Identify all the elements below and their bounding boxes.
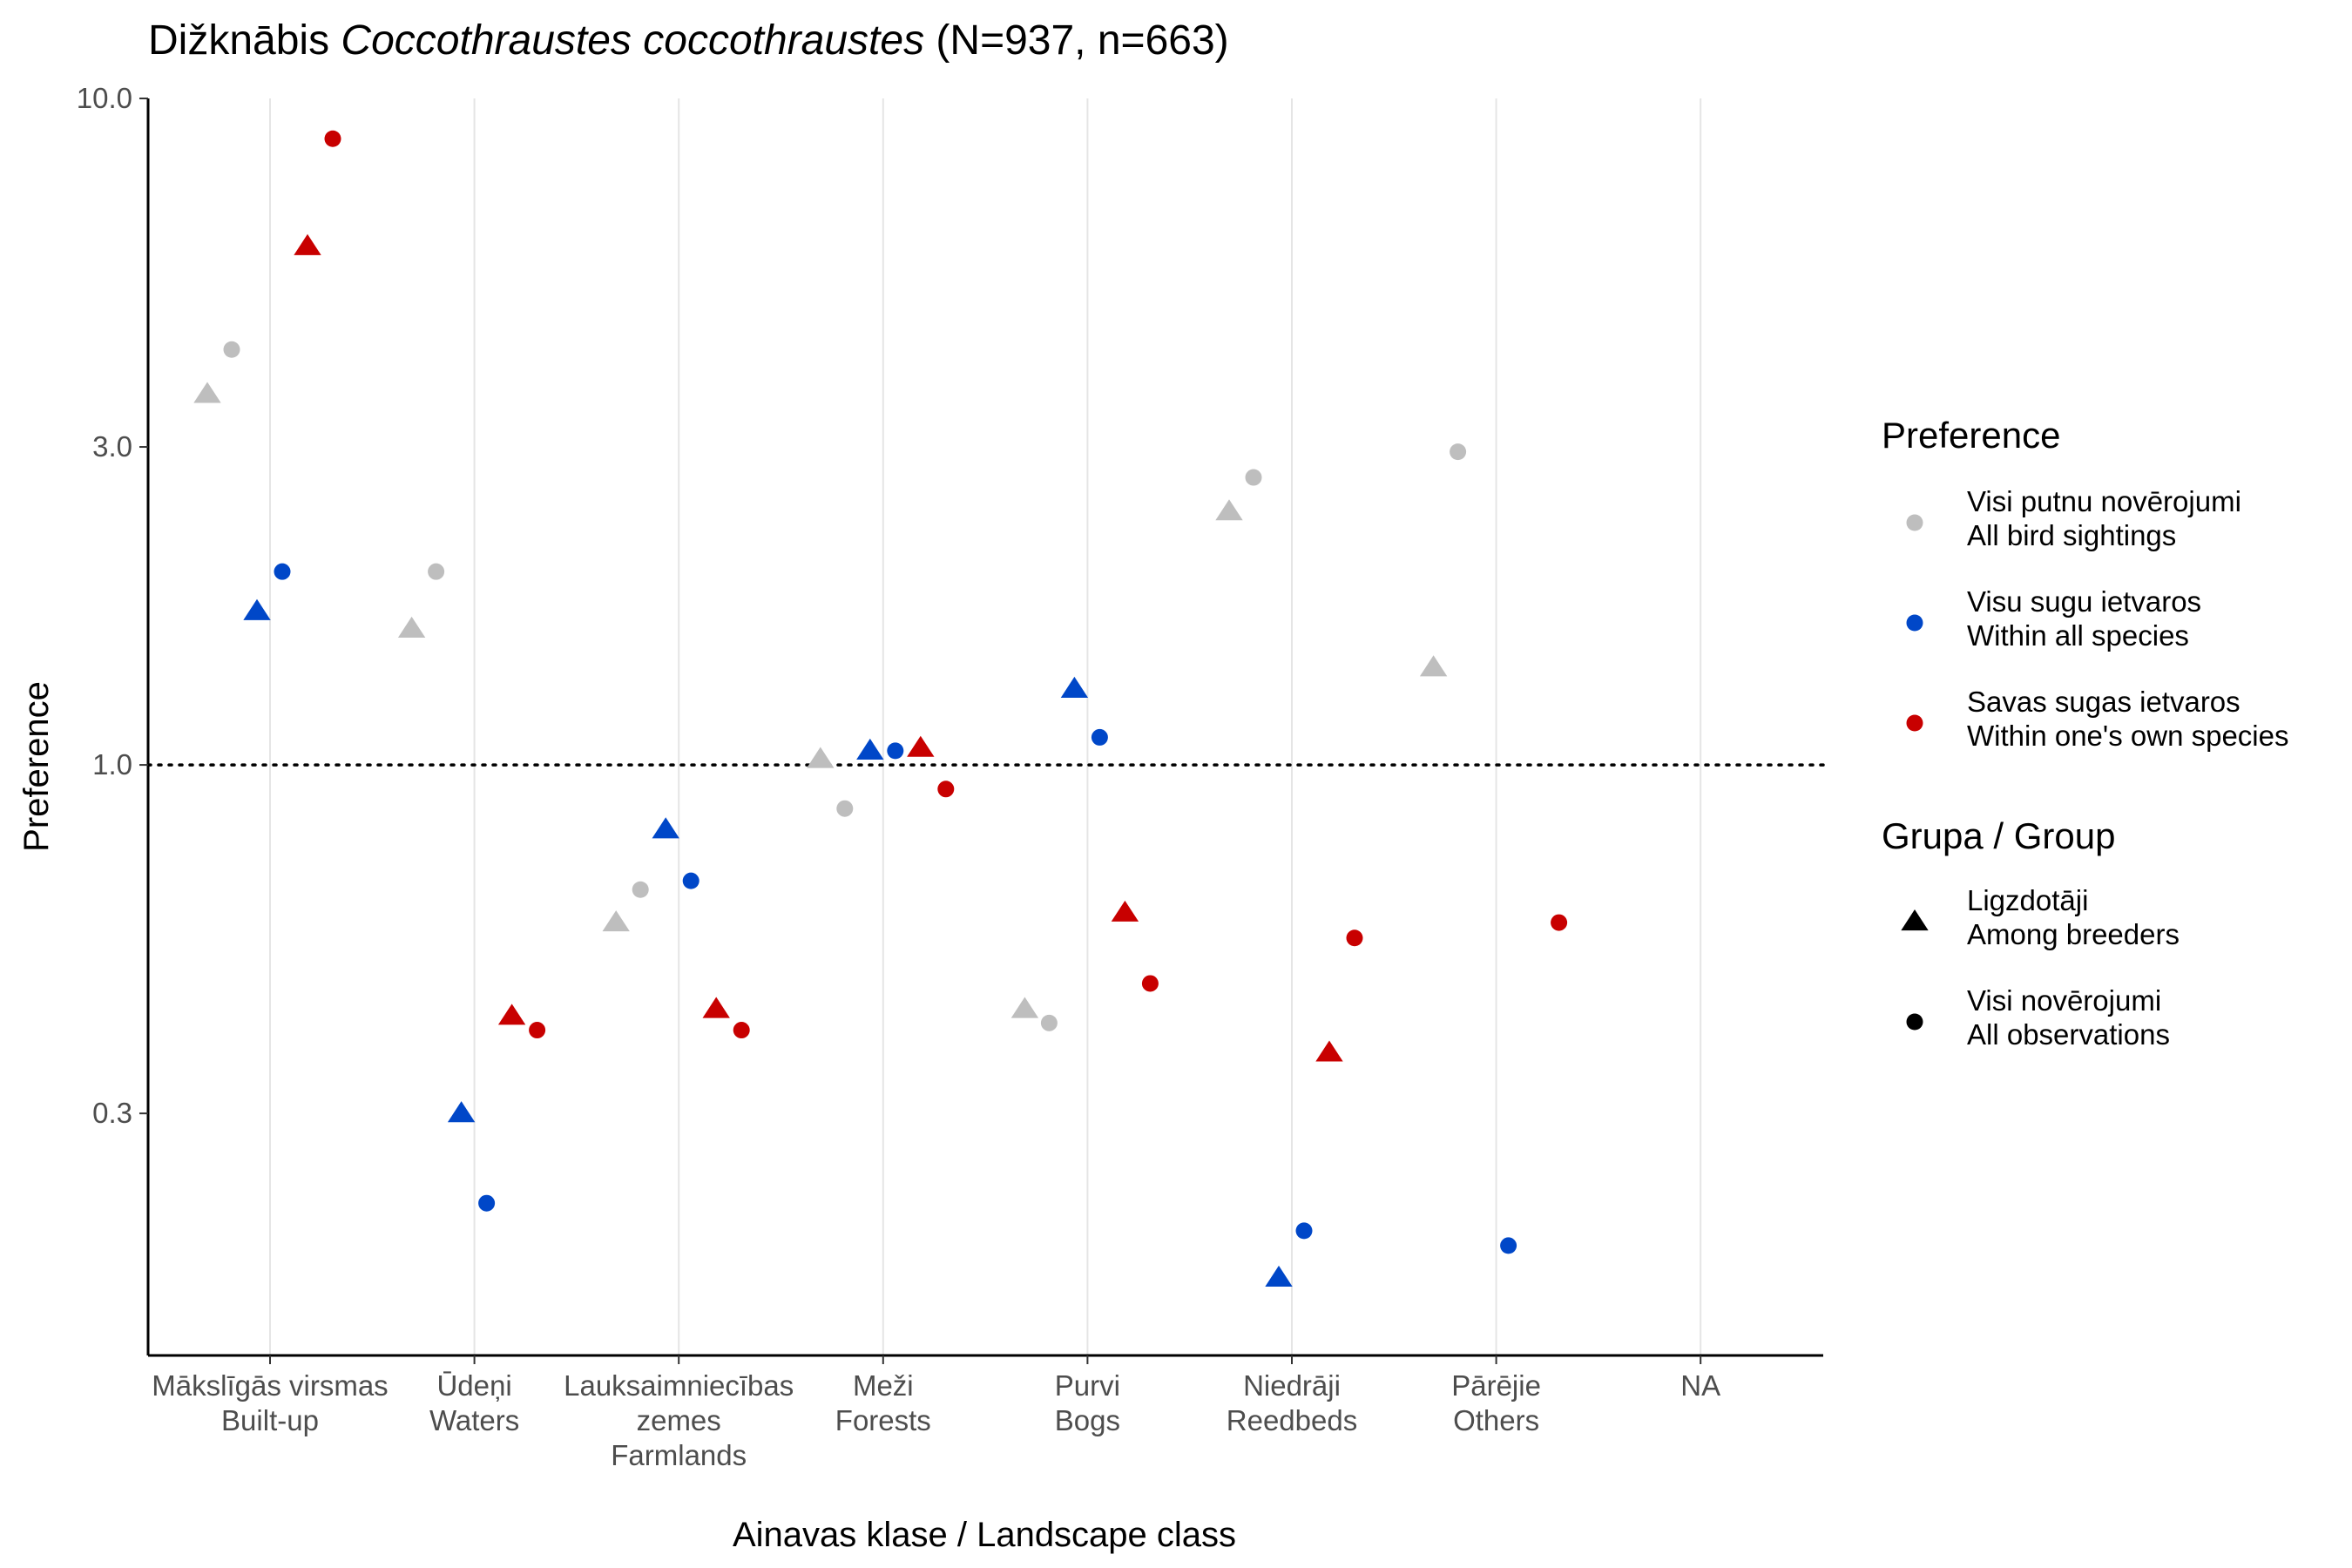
data-point bbox=[1295, 1222, 1313, 1240]
x-tick-label: Mākslīgās virsmas bbox=[152, 1369, 388, 1402]
x-tick-label: Built-up bbox=[221, 1404, 319, 1436]
x-tick-label: zemes bbox=[637, 1404, 721, 1436]
data-point bbox=[1265, 1265, 1293, 1287]
data-point bbox=[1245, 469, 1262, 486]
data-point bbox=[294, 233, 321, 255]
chart-title-suffix: (N=937, n=663) bbox=[924, 17, 1229, 64]
data-point bbox=[1040, 1014, 1058, 1031]
data-point bbox=[702, 997, 730, 1018]
legend-key-triangle bbox=[1901, 909, 1929, 931]
data-point bbox=[733, 1022, 750, 1039]
y-tick-label: 1.0 bbox=[92, 748, 132, 781]
legend-key-all_sightings bbox=[1906, 514, 1923, 531]
data-point bbox=[1551, 914, 1568, 931]
x-tick-label: Waters bbox=[429, 1404, 519, 1436]
y-axis-title: Preference bbox=[17, 681, 56, 852]
data-point bbox=[1315, 1040, 1343, 1062]
legend-title-preference: Preference bbox=[1882, 415, 2060, 456]
data-point bbox=[1060, 676, 1089, 698]
x-tick-label: Ūdeņi bbox=[436, 1369, 511, 1402]
data-point bbox=[529, 1022, 546, 1039]
data-point bbox=[1091, 728, 1108, 746]
data-point bbox=[478, 1194, 496, 1212]
data-point bbox=[324, 130, 341, 147]
chart-title: Dižknābis Coccothraustes coccothraustes … bbox=[148, 17, 1229, 64]
legend-label: Within all species bbox=[1967, 619, 2189, 652]
x-tick-label: Pārējie bbox=[1451, 1369, 1541, 1402]
legend-label: Visu sugu ietvaros bbox=[1967, 585, 2201, 618]
data-point bbox=[632, 881, 649, 898]
data-point bbox=[1010, 997, 1039, 1018]
legend-label: Among breeders bbox=[1967, 918, 2180, 950]
data-point bbox=[602, 910, 630, 932]
x-tick-label: Bogs bbox=[1055, 1404, 1120, 1436]
data-point bbox=[856, 738, 884, 760]
legend-title-group: Grupa / Group bbox=[1882, 815, 2115, 856]
x-tick-label: Forests bbox=[835, 1404, 931, 1436]
data-point bbox=[397, 616, 426, 638]
x-tick-label: Lauksaimniecības bbox=[564, 1369, 794, 1402]
data-point bbox=[937, 781, 955, 798]
data-point bbox=[907, 735, 935, 757]
x-tick-label: NA bbox=[1680, 1369, 1720, 1402]
legend-label: Visi putnu novērojumi bbox=[1967, 485, 2241, 517]
x-tick-label: Purvi bbox=[1055, 1369, 1120, 1402]
data-point bbox=[887, 742, 904, 760]
x-axis-title: Ainavas klase / Landscape class bbox=[733, 1516, 1236, 1554]
legend-label: Visi novērojumi bbox=[1967, 984, 2161, 1017]
data-point bbox=[1419, 655, 1448, 677]
legend-label: Savas sugas ietvaros bbox=[1967, 686, 2240, 718]
x-tick-label: Farmlands bbox=[611, 1439, 747, 1471]
y-tick-label: 10.0 bbox=[77, 82, 132, 114]
y-tick-label: 0.3 bbox=[92, 1097, 132, 1129]
grid-layer bbox=[269, 98, 1702, 1355]
data-point bbox=[274, 563, 291, 580]
legend-key-circle bbox=[1906, 1013, 1923, 1031]
points-layer bbox=[193, 130, 1568, 1287]
chart-title-species: Coccothraustes coccothraustes bbox=[341, 17, 924, 64]
axes-layer bbox=[146, 98, 1823, 1357]
data-point bbox=[1141, 975, 1159, 992]
x-tick-label: Others bbox=[1453, 1404, 1539, 1436]
data-point bbox=[1500, 1237, 1517, 1254]
data-point bbox=[193, 382, 221, 403]
data-point bbox=[1450, 443, 1467, 461]
data-point bbox=[428, 563, 445, 580]
legend-label: All observations bbox=[1967, 1018, 2170, 1051]
data-point bbox=[447, 1101, 476, 1123]
legend-label: Within one's own species bbox=[1967, 720, 2288, 752]
data-point bbox=[497, 1004, 526, 1025]
data-point bbox=[836, 800, 854, 817]
legend-label: All bird sightings bbox=[1967, 519, 2176, 551]
y-tick-label: 3.0 bbox=[92, 430, 132, 463]
data-point bbox=[807, 747, 835, 768]
data-point bbox=[652, 817, 679, 839]
data-point bbox=[223, 341, 240, 358]
legend-label: Ligzdotāji bbox=[1967, 884, 2088, 916]
data-point bbox=[1111, 900, 1139, 922]
data-point bbox=[243, 598, 271, 620]
data-point bbox=[682, 872, 700, 889]
legend-key-all_species bbox=[1906, 614, 1923, 632]
data-point bbox=[1215, 499, 1243, 521]
data-point bbox=[1346, 929, 1363, 947]
x-tick-label: Meži bbox=[853, 1369, 914, 1402]
chart-title-prefix: Dižknābis bbox=[148, 17, 341, 64]
x-tick-label: Reedbeds bbox=[1227, 1404, 1357, 1436]
legend-key-own_species bbox=[1906, 714, 1923, 732]
x-tick-label: Niedrāji bbox=[1243, 1369, 1341, 1402]
